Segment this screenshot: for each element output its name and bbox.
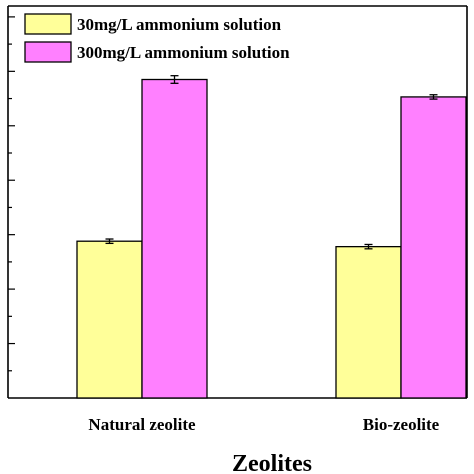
x-tick-labels: Natural zeolite Bio-zeolite bbox=[88, 415, 439, 434]
x-axis-title: Zeolites bbox=[232, 451, 312, 474]
error-bar bbox=[429, 94, 438, 100]
legend-swatch bbox=[24, 13, 72, 35]
x-tick-label: Bio-zeolite bbox=[363, 415, 440, 434]
legend-item-300mg: 300mg/L ammonium solution bbox=[24, 41, 290, 63]
legend-label: 300mg/L ammonium solution bbox=[77, 43, 290, 62]
chart-error-bars bbox=[105, 75, 438, 250]
error-bar bbox=[170, 75, 179, 84]
error-bar bbox=[364, 243, 373, 250]
error-bar bbox=[105, 238, 114, 245]
legend-item-30mg: 30mg/L ammonium solution bbox=[24, 13, 282, 35]
bar-30mg-bio-zeolite bbox=[335, 245, 402, 399]
bar-30mg-natural-zeolite bbox=[76, 240, 143, 399]
legend: 30mg/L ammonium solution 300mg/L ammonium… bbox=[24, 13, 290, 63]
chart-bars bbox=[76, 78, 467, 399]
bar-300mg-bio-zeolite bbox=[400, 96, 467, 399]
bar-300mg-natural-zeolite bbox=[141, 78, 208, 399]
legend-label: 30mg/L ammonium solution bbox=[77, 15, 282, 34]
x-tick-label: Natural zeolite bbox=[88, 415, 196, 434]
legend-swatch bbox=[24, 41, 72, 63]
